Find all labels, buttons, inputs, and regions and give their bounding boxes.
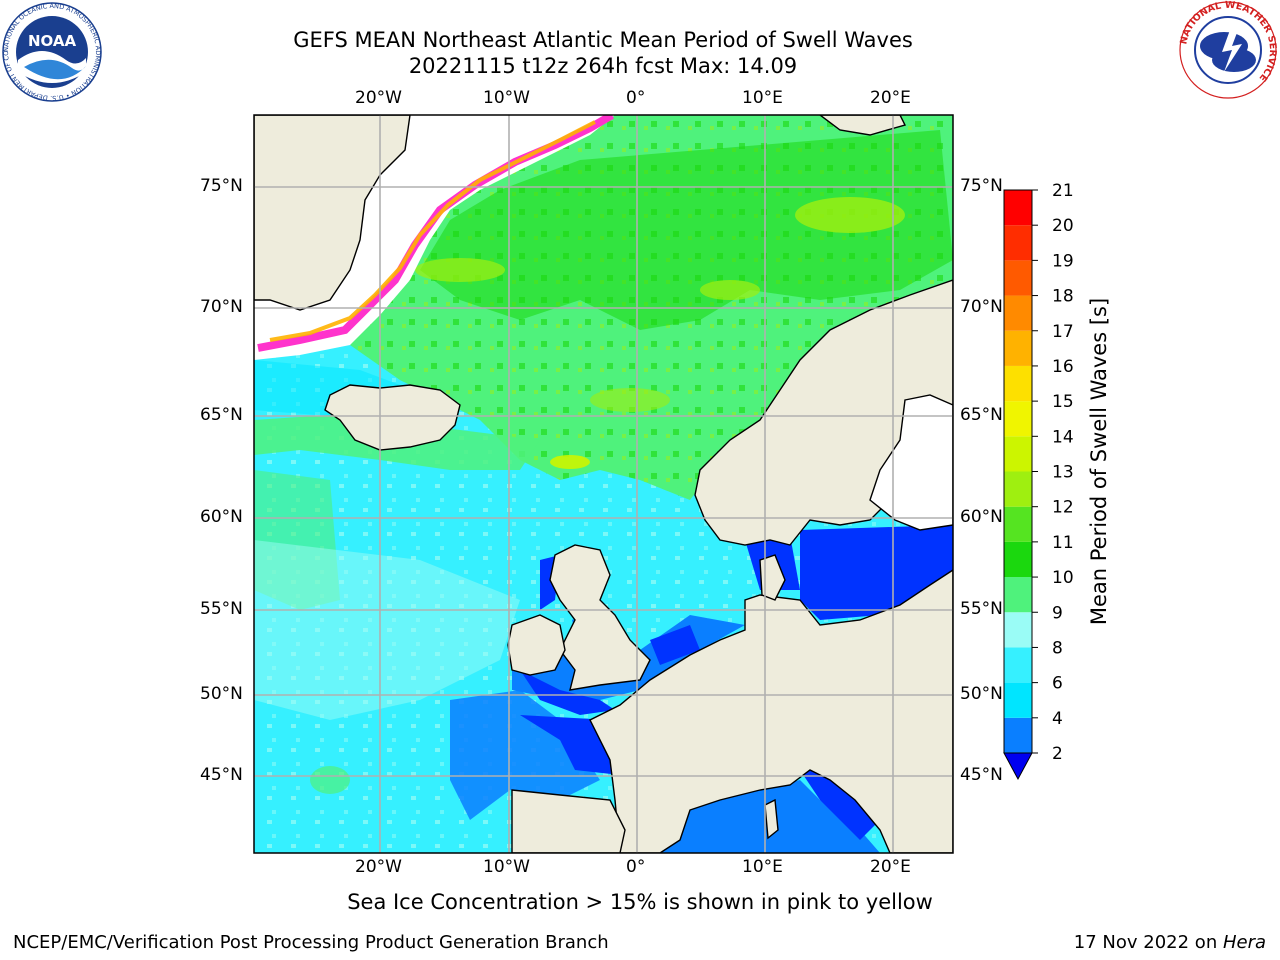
footer-date: 17 Nov 2022 on Hera — [1074, 932, 1266, 953]
footer-machine: Hera — [1222, 932, 1266, 953]
noaa-logo: NATIONAL OCEANIC AND ATMOSPHERIC ADMINIS… — [0, 0, 102, 102]
lon-label-top-20e: 20°E — [870, 88, 911, 108]
lat-label-left-70n: 70°N — [200, 297, 243, 317]
colorbar-tick-label: 15 — [1052, 392, 1074, 412]
colorbar: 2 4 6 8 9 10 11 12 13 14 15 16 17 18 19 20 21 Mean Period… — [1003, 181, 1111, 781]
chart-title: GEFS MEAN Northeast Atlantic Mean Period… — [293, 28, 913, 52]
lat-label-right-65n: 65°N — [960, 405, 1003, 425]
colorbar-band — [1004, 436, 1032, 472]
colorbar-tick-label: 2 — [1052, 744, 1063, 764]
lon-label-bottom-20e: 20°E — [870, 857, 911, 877]
colorbar-band — [1004, 471, 1032, 507]
ireland — [507, 614, 566, 676]
colorbar-tick-label: 17 — [1052, 322, 1074, 342]
continental-europe — [589, 569, 953, 853]
colorbar-tick-label: 9 — [1052, 603, 1063, 623]
colorbar-band — [1004, 506, 1032, 542]
nws-logo: NATIONAL WEATHER SERVICE — [1178, 0, 1278, 100]
colorbar-band — [1004, 365, 1032, 402]
colorbar-band — [1004, 682, 1032, 718]
lat-label-right-55n: 55°N — [960, 599, 1003, 619]
iceland — [324, 384, 461, 451]
colorbar-band — [1004, 260, 1032, 296]
colorbar-band — [1004, 401, 1032, 437]
lon-label-bottom-10w: 10°W — [483, 857, 530, 877]
footer-credit: NCEP/EMC/Verification Post Processing Pr… — [13, 932, 609, 953]
lat-label-left-75n: 75°N — [200, 176, 243, 196]
colorbar-band — [1004, 612, 1032, 648]
chart-subtitle: 20221115 t12z 264h fcst Max: 14.09 — [408, 54, 798, 78]
lat-label-left-55n: 55°N — [200, 599, 243, 619]
colorbar-tick-label: 12 — [1052, 498, 1074, 518]
colorbar-band — [1004, 647, 1032, 683]
lat-label-right-70n: 70°N — [960, 297, 1003, 317]
footer-date-text: 17 Nov 2022 on — [1073, 932, 1223, 953]
lon-label-top-10w: 10°W — [483, 88, 530, 108]
great-britain — [549, 544, 651, 691]
denmark — [759, 554, 786, 601]
colorbar-tick-label: 8 — [1052, 638, 1063, 658]
map-frame — [253, 114, 954, 854]
lon-label-bottom-20w: 20°W — [355, 857, 402, 877]
lat-label-right-60n: 60°N — [960, 507, 1003, 527]
lat-label-right-50n: 50°N — [960, 684, 1003, 704]
colorbar-band — [1004, 541, 1032, 578]
colorbar-tick-label: 4 — [1052, 709, 1063, 729]
colorbar-band — [1004, 190, 1032, 226]
lon-label-top-10e: 10°E — [742, 88, 783, 108]
colorbar-tick-label: 10 — [1052, 568, 1074, 588]
lat-label-right-45n: 45°N — [960, 765, 1003, 785]
sea-ice-note: Sea Ice Concentration > 15% is shown in … — [347, 890, 933, 914]
colorbar-band — [1004, 330, 1032, 366]
lon-label-top-0: 0° — [626, 88, 646, 108]
lon-label-top-20w: 20°W — [355, 88, 402, 108]
noaa-logo-text: NOAA — [28, 32, 77, 50]
land — [254, 115, 953, 853]
graticule — [254, 115, 953, 853]
colorbar-tick-label: 20 — [1052, 216, 1074, 236]
colorbar-label: Mean Period of Swell Waves [s] — [1087, 298, 1111, 625]
colorbar-band — [1004, 717, 1032, 753]
colorbar-tick-label: 21 — [1052, 181, 1074, 201]
svalbard — [818, 115, 907, 136]
colorbar-tick-label: 13 — [1052, 463, 1074, 483]
colorbar-tick-label: 16 — [1052, 357, 1074, 377]
lon-label-bottom-10e: 10°E — [742, 857, 783, 877]
map-area — [254, 115, 953, 853]
lat-label-left-65n: 65°N — [200, 405, 243, 425]
colorbar-band — [1004, 577, 1032, 613]
lat-label-left-45n: 45°N — [200, 765, 243, 785]
lat-label-left-60n: 60°N — [200, 507, 243, 527]
colorbar-tick-label: 11 — [1052, 533, 1074, 553]
iberia — [511, 789, 626, 853]
colorbar-band — [1004, 225, 1032, 261]
lat-label-left-50n: 50°N — [200, 684, 243, 704]
greenland — [254, 115, 411, 311]
colorbar-band — [1004, 295, 1032, 331]
lon-label-bottom-0: 0° — [626, 857, 646, 877]
colorbar-tick-label: 18 — [1052, 287, 1074, 307]
colorbar-underflow-triangle — [1003, 752, 1033, 781]
colorbar-tick-label: 6 — [1052, 674, 1063, 694]
colorbar-tick-label: 14 — [1052, 427, 1074, 447]
sea-ice-edge-yellow — [269, 120, 596, 342]
colorbar-tick-label: 19 — [1052, 251, 1074, 271]
lat-label-right-75n: 75°N — [960, 176, 1003, 196]
